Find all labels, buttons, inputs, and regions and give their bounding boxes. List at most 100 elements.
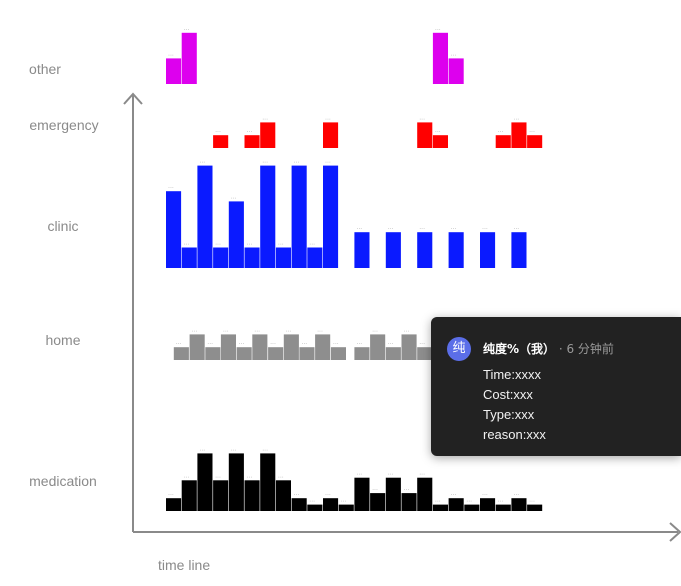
medication-bar[interactable] <box>260 453 276 511</box>
clinic-bar-label: ... <box>356 224 362 231</box>
emergency-bar-label: ... <box>262 114 268 121</box>
clinic-bar[interactable] <box>385 232 401 268</box>
home-bar[interactable] <box>252 334 268 360</box>
clinic-bar[interactable] <box>448 232 464 268</box>
medication-bar-label: ... <box>419 470 425 477</box>
clinic-bar-label: ... <box>325 158 331 165</box>
medication-bar[interactable] <box>323 498 339 511</box>
medication-bar[interactable] <box>527 504 543 511</box>
clinic-bar[interactable] <box>307 247 323 269</box>
clinic-bar-label: ... <box>168 183 174 190</box>
home-bar[interactable] <box>268 347 284 360</box>
category-label-medication: medication <box>29 473 97 489</box>
medication-bar[interactable] <box>511 498 527 511</box>
medication-bar[interactable] <box>181 480 197 511</box>
emergency-bar[interactable] <box>495 135 511 148</box>
series-other: ............ <box>166 25 464 84</box>
home-bar[interactable] <box>315 334 331 360</box>
home-bar[interactable] <box>401 334 417 360</box>
clinic-bar[interactable] <box>275 247 291 269</box>
home-bar-label: ... <box>301 339 307 346</box>
tooltip-author: 纯度%（我） <box>483 342 556 356</box>
medication-bar[interactable] <box>495 504 511 511</box>
home-bar[interactable] <box>205 347 221 360</box>
medication-bar[interactable] <box>291 498 307 511</box>
emergency-bar[interactable] <box>432 135 448 148</box>
medication-bar[interactable] <box>480 498 496 511</box>
medication-bar[interactable] <box>370 493 386 511</box>
home-bar[interactable] <box>417 347 433 360</box>
clinic-bar[interactable] <box>323 165 339 268</box>
clinic-bar[interactable] <box>213 247 229 269</box>
clinic-bar[interactable] <box>166 191 182 268</box>
home-bar[interactable] <box>330 347 346 360</box>
medication-bar[interactable] <box>228 453 244 511</box>
medication-bar-label: ... <box>262 445 268 452</box>
medication-bar-label: ... <box>325 490 331 497</box>
emergency-bar[interactable] <box>417 122 433 148</box>
medication-bar-label: ... <box>278 472 284 479</box>
clinic-bar[interactable] <box>228 201 244 268</box>
home-bar[interactable] <box>220 334 236 360</box>
home-bar[interactable] <box>354 347 370 360</box>
clinic-bar[interactable] <box>181 247 197 269</box>
emergency-bar[interactable] <box>213 135 229 148</box>
medication-bar-label: ... <box>513 490 519 497</box>
medication-bar[interactable] <box>275 480 291 511</box>
emergency-bar[interactable] <box>511 122 527 148</box>
medication-bar[interactable] <box>338 504 354 511</box>
medication-bar[interactable] <box>432 504 448 511</box>
medication-bar[interactable] <box>354 477 370 511</box>
medication-bar[interactable] <box>307 504 323 511</box>
emergency-bar-label: ... <box>498 127 504 134</box>
other-bar[interactable] <box>448 58 464 84</box>
home-bar[interactable] <box>236 347 252 360</box>
medication-bar[interactable] <box>166 498 182 511</box>
medication-bar[interactable] <box>417 477 433 511</box>
medication-bar-label: ... <box>482 490 488 497</box>
medication-bar[interactable] <box>401 493 417 511</box>
emergency-bar[interactable] <box>260 122 276 148</box>
medication-bar[interactable] <box>244 480 260 511</box>
emergency-bar[interactable] <box>323 122 339 148</box>
clinic-bar-label: ... <box>309 240 315 247</box>
clinic-bar-label: ... <box>388 224 394 231</box>
medication-bar-label: ... <box>372 485 378 492</box>
other-bar[interactable] <box>181 32 197 84</box>
emergency-bar[interactable] <box>244 135 260 148</box>
clinic-bar[interactable] <box>354 232 370 268</box>
clinic-bar[interactable] <box>480 232 496 268</box>
clinic-bar[interactable] <box>244 247 260 269</box>
clinic-bar[interactable] <box>511 232 527 268</box>
medication-bar[interactable] <box>385 477 401 511</box>
home-bar[interactable] <box>189 334 205 360</box>
emergency-bar-label: ... <box>419 114 425 121</box>
home-bar[interactable] <box>173 347 189 360</box>
medication-bar[interactable] <box>197 453 213 511</box>
home-bar-label: ... <box>207 339 213 346</box>
medication-bar[interactable] <box>464 504 480 511</box>
clinic-bar-label: ... <box>215 240 221 247</box>
home-bar[interactable] <box>299 347 315 360</box>
other-bar-label: ... <box>168 50 174 57</box>
medication-bar[interactable] <box>448 498 464 511</box>
tooltip-body: Time:xxxx Cost:xxx Type:xxx reason:xxx <box>483 365 546 445</box>
medication-bar-label: ... <box>529 497 535 504</box>
medication-bar-label: ... <box>294 490 300 497</box>
emergency-bar[interactable] <box>527 135 543 148</box>
category-label-clinic: clinic <box>47 218 78 234</box>
clinic-bar[interactable] <box>197 165 213 268</box>
clinic-bar-label: ... <box>419 224 425 231</box>
other-bar[interactable] <box>166 58 182 84</box>
other-bar-label: ... <box>184 25 190 32</box>
home-bar[interactable] <box>370 334 386 360</box>
clinic-bar[interactable] <box>291 165 307 268</box>
clinic-bar[interactable] <box>417 232 433 268</box>
home-bar[interactable] <box>385 347 401 360</box>
other-bar[interactable] <box>432 32 448 84</box>
medication-bar[interactable] <box>213 480 229 511</box>
emergency-bar-label: ... <box>325 114 331 121</box>
home-bar[interactable] <box>283 334 299 360</box>
clinic-bar[interactable] <box>260 165 276 268</box>
home-bar-label: ... <box>372 326 378 333</box>
